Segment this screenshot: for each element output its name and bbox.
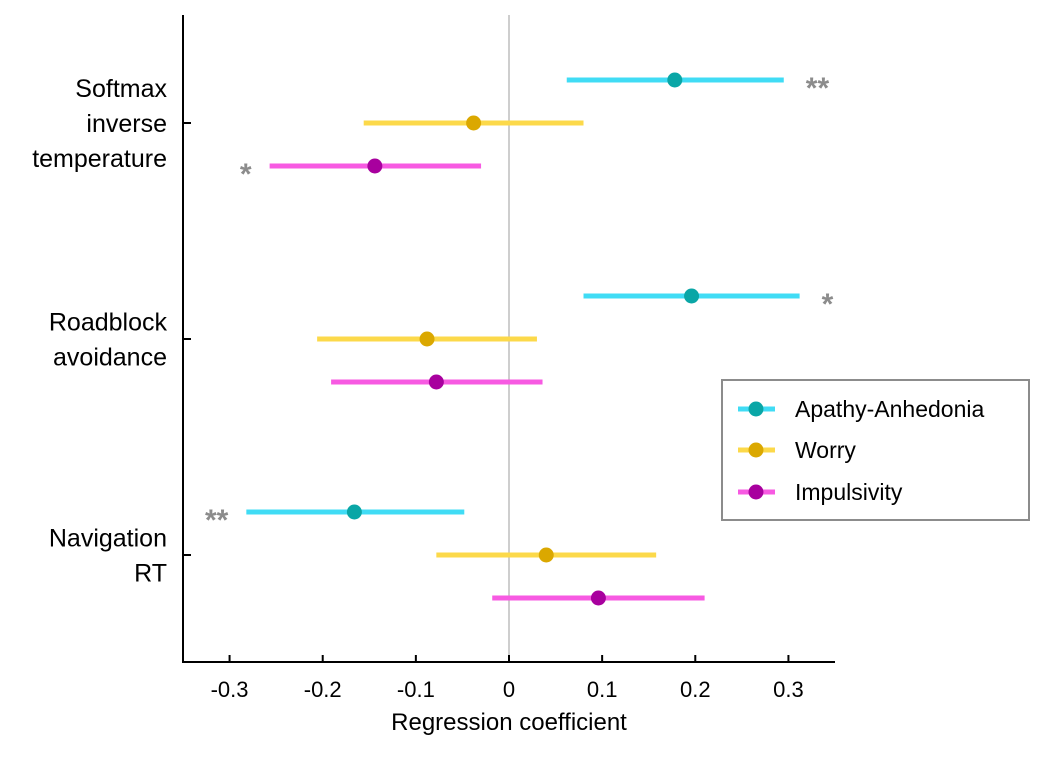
estimate-apathy-anhedonia: ** [566,72,830,105]
significance-marker: ** [806,72,830,105]
point-estimate [428,374,444,390]
estimate-apathy-anhedonia: ** [205,504,465,537]
plot-marks: ****** [205,72,834,606]
point-estimate [667,72,683,88]
x-tick-label: -0.2 [304,677,342,702]
legend-label: Impulsivity [795,479,903,505]
x-tick-label: -0.3 [211,677,249,702]
point-estimate [538,547,554,563]
significance-marker: ** [205,504,229,537]
estimate-impulsivity [492,590,705,606]
x-tick-label: -0.1 [397,677,435,702]
point-estimate [346,504,362,520]
y-axis-ticks: Softmax inverse temperature Roadblock avoida… [32,75,191,588]
significance-marker: * [240,158,252,191]
category-label: Softmax [75,75,167,103]
estimate-worry [436,547,657,563]
legend-swatch-marker [748,401,764,417]
legend-item: Apathy-Anhedonia [738,396,984,422]
x-tick-label: 0.2 [680,677,711,702]
legend-label: Apathy-Anhedonia [795,396,984,422]
significance-marker: * [822,288,834,321]
category-label: avoidance [53,344,167,372]
x-axis-ticks: -0.3 -0.2 -0.1 0 0.1 0.2 0.3 [211,655,804,702]
x-tick-label: 0.3 [773,677,804,702]
legend-swatch-marker [748,442,764,458]
point-estimate [419,331,435,347]
legend-label: Worry [795,437,856,463]
x-tick-label: 0.1 [587,677,618,702]
estimate-impulsivity [331,374,543,390]
category-label: temperature [32,145,167,173]
point-estimate [590,590,606,606]
category-label: RT [134,560,167,588]
estimate-impulsivity: * [240,158,482,191]
legend-item: Impulsivity [738,479,903,505]
point-estimate [367,158,383,174]
estimate-worry [363,115,584,131]
legend-item: Worry [738,437,856,463]
estimate-apathy-anhedonia: * [583,288,834,321]
category-label: Navigation [49,525,167,553]
point-estimate [466,115,482,131]
category-label: Roadblock [49,309,168,337]
x-axis-title: Regression coefficient [391,709,627,736]
category-label: inverse [86,110,167,138]
legend: Apathy-Anhedonia Worry Impulsivity [721,379,1030,521]
x-tick-label: 0 [503,677,515,702]
point-estimate [684,288,700,304]
estimate-worry [317,331,537,347]
legend-swatch-marker [748,484,764,500]
